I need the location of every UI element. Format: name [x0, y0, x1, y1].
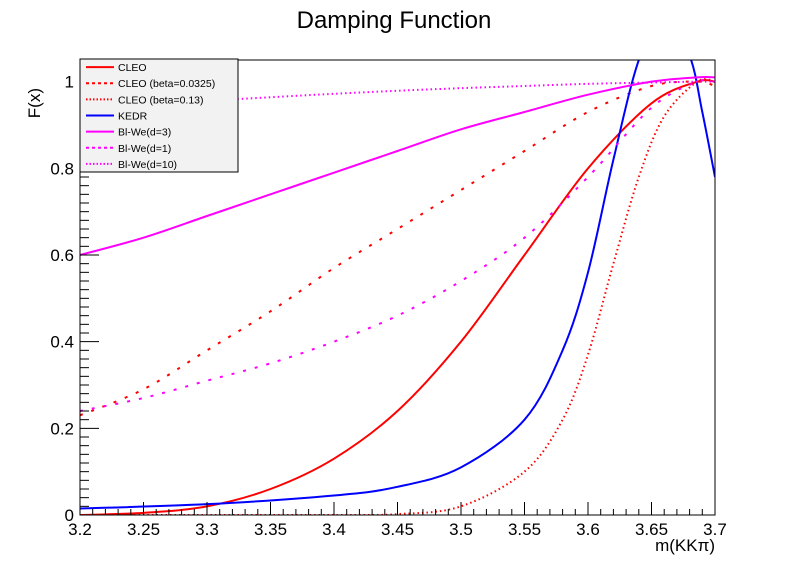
x-tick-label: 3.5 — [449, 520, 473, 539]
legend-label: CLEO (beta=0.0325) — [118, 78, 215, 90]
x-tick-label: 3.55 — [508, 520, 541, 539]
series-line-3 — [80, 60, 715, 510]
legend-label: Bl-We(d=3) — [118, 127, 171, 139]
legend-label: CLEO — [118, 62, 147, 74]
x-tick-label: 3.35 — [254, 520, 287, 539]
legend-label: CLEO (beta=0.13) — [118, 94, 204, 106]
legend: CLEO CLEO (beta=0.0325) CLEO (beta=0.13) KE… — [79, 58, 239, 173]
axes: 3.2 3.25 3.3 3.35 3.4 3.45 3.5 3.55 3.6 3.65 3.7 0 0… — [50, 63, 727, 539]
x-tick-label: 3.4 — [322, 520, 346, 539]
x-tick-label: 3.65 — [635, 520, 668, 539]
y-tick-label: 0 — [65, 506, 74, 525]
x-tick-label: 3.25 — [127, 520, 160, 539]
x-tick-label: 3.6 — [576, 520, 600, 539]
series-line-2 — [80, 78, 715, 515]
y-tick-label: 0.4 — [50, 333, 74, 352]
x-tick-label: 3.3 — [195, 520, 219, 539]
y-tick-label: 0.6 — [50, 246, 74, 265]
x-tick-label: 3.2 — [68, 520, 92, 539]
legend-label: Bl-We(d=10) — [118, 159, 177, 171]
series-line-1 — [80, 80, 715, 417]
y-tick-label: 1 — [65, 73, 74, 92]
y-axis-title: F(x) — [25, 88, 44, 118]
x-axis-title: m(KKπ) — [655, 536, 715, 555]
chart-title: Damping Function — [297, 7, 492, 34]
legend-label: Bl-We(d=1) — [118, 143, 171, 155]
y-tick-label: 0.8 — [50, 159, 74, 178]
x-tick-label: 3.7 — [703, 520, 727, 539]
legend-label: KEDR — [118, 111, 148, 123]
y-tick-label: 0.2 — [50, 419, 74, 438]
x-tick-label: 3.45 — [381, 520, 414, 539]
